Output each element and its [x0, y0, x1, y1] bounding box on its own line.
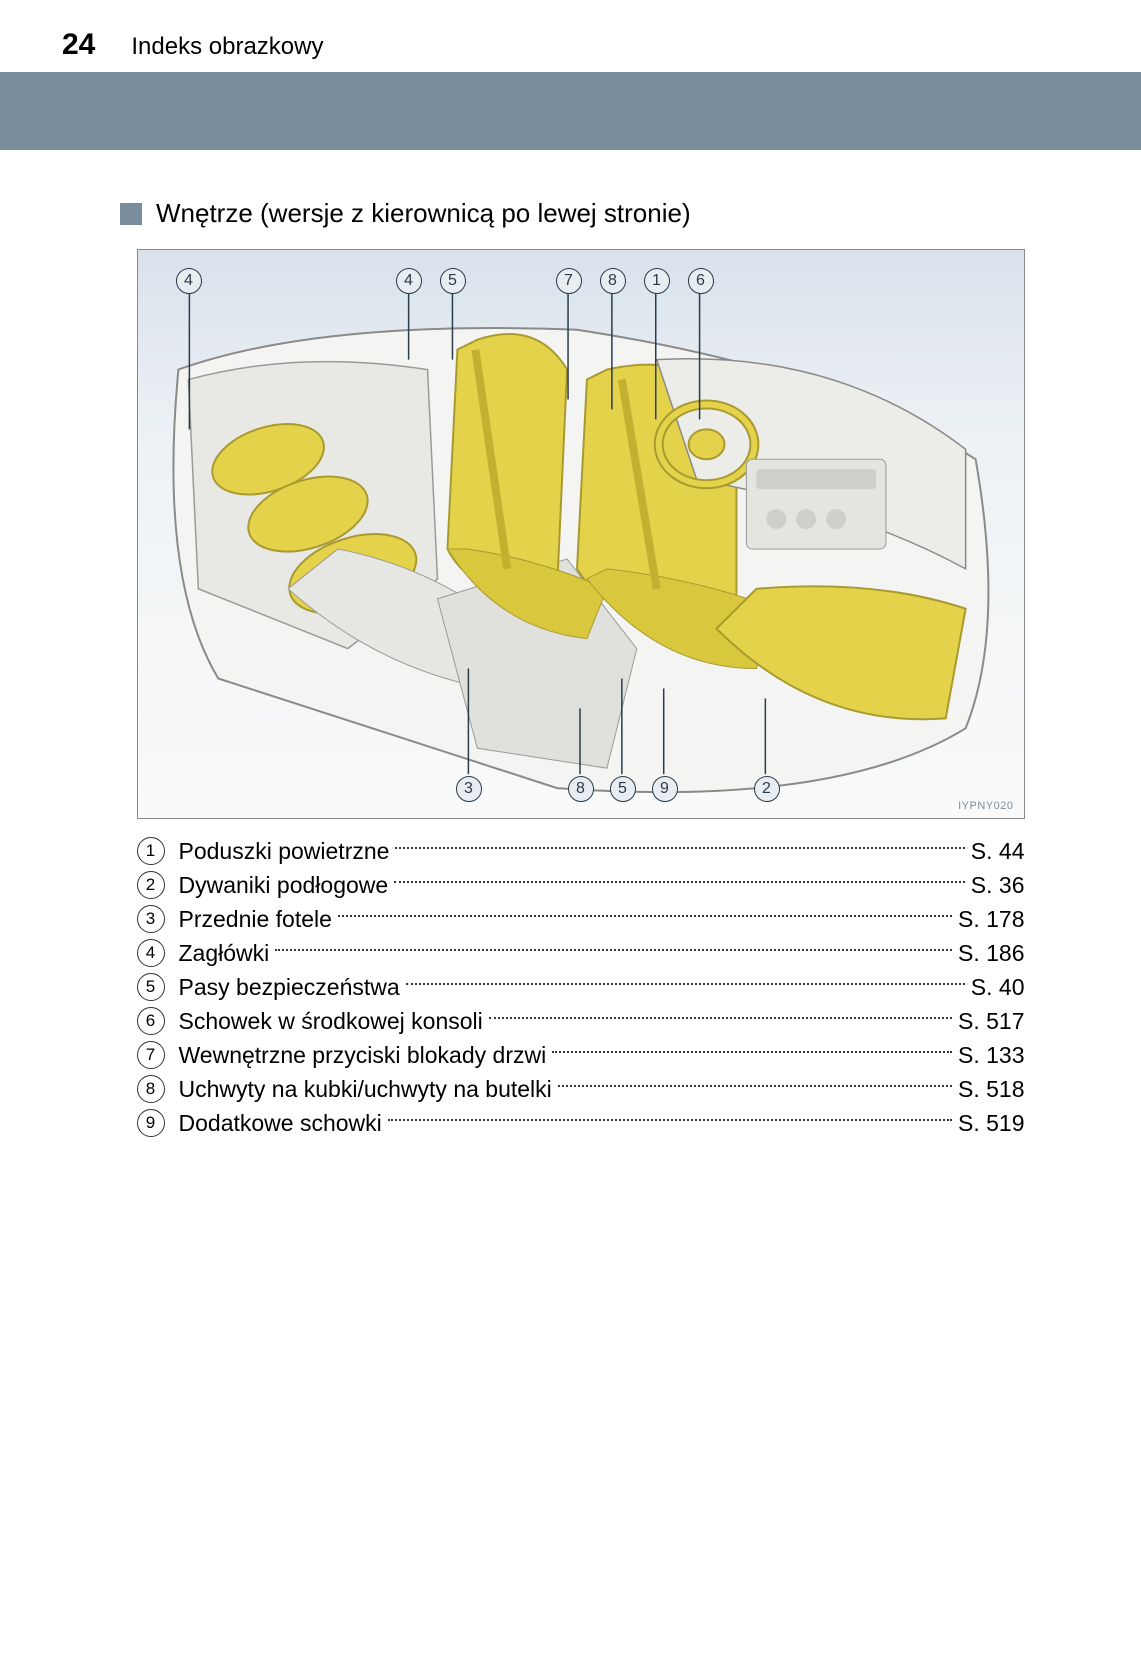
- header-label: Indeks obrazkowy: [131, 33, 323, 61]
- index-number: 8: [137, 1075, 165, 1103]
- header-band: [0, 72, 1141, 150]
- index-number: 5: [137, 973, 165, 1001]
- index-row: 6 Schowek w środkowej konsoli S. 517: [137, 1007, 1025, 1035]
- index-number: 2: [137, 871, 165, 899]
- index-row: 4 Zagłówki S. 186: [137, 939, 1025, 967]
- leader-dots: [275, 949, 952, 951]
- car-interior-svg: [138, 250, 1024, 818]
- index-label: Dywaniki podłogowe: [179, 872, 389, 899]
- callout-1: 1: [644, 268, 670, 294]
- interior-diagram: 4457816 38592 IYPNY020: [137, 249, 1025, 819]
- index-number: 4: [137, 939, 165, 967]
- index-page: S. 178: [958, 906, 1025, 933]
- section-title: Wnętrze (wersje z kierownicą po lewej st…: [156, 198, 691, 229]
- section-marker-icon: [120, 203, 142, 225]
- index-row: 5 Pasy bezpieczeństwa S. 40: [137, 973, 1025, 1001]
- leader-dots: [388, 1119, 952, 1121]
- index-number: 7: [137, 1041, 165, 1069]
- callout-8: 8: [600, 268, 626, 294]
- index-row: 3 Przednie fotele S. 178: [137, 905, 1025, 933]
- callout-7: 7: [556, 268, 582, 294]
- callout-9: 9: [652, 776, 678, 802]
- index-label: Dodatkowe schowki: [179, 1110, 382, 1137]
- callout-3: 3: [456, 776, 482, 802]
- index-number: 9: [137, 1109, 165, 1137]
- index-list: 1 Poduszki powietrzne S. 44 2 Dywaniki podło…: [137, 837, 1025, 1137]
- index-page: S. 44: [971, 838, 1025, 865]
- index-page: S. 133: [958, 1042, 1025, 1069]
- leader-dots: [406, 983, 965, 985]
- index-page: S. 36: [971, 872, 1025, 899]
- callout-6: 6: [688, 268, 714, 294]
- index-number: 6: [137, 1007, 165, 1035]
- index-number: 3: [137, 905, 165, 933]
- index-row: 8 Uchwyty na kubki/uchwyty na butelki S. 5…: [137, 1075, 1025, 1103]
- diagram-image-id: IYPNY020: [958, 800, 1013, 812]
- callout-5: 5: [610, 776, 636, 802]
- index-label: Wewnętrzne przyciski blokady drzwi: [179, 1042, 547, 1069]
- index-row: 9 Dodatkowe schowki S. 519: [137, 1109, 1025, 1137]
- leader-dots: [489, 1017, 952, 1019]
- leader-dots: [558, 1085, 952, 1087]
- leader-dots: [338, 915, 952, 917]
- index-row: 2 Dywaniki podłogowe S. 36: [137, 871, 1025, 899]
- index-page: S. 517: [958, 1008, 1025, 1035]
- leader-dots: [552, 1051, 952, 1053]
- index-label: Poduszki powietrzne: [179, 838, 390, 865]
- index-page: S. 519: [958, 1110, 1025, 1137]
- index-label: Przednie fotele: [179, 906, 332, 933]
- index-page: S. 40: [971, 974, 1025, 1001]
- index-label: Pasy bezpieczeństwa: [179, 974, 400, 1001]
- index-label: Uchwyty na kubki/uchwyty na butelki: [179, 1076, 552, 1103]
- index-page: S. 186: [958, 940, 1025, 967]
- index-row: 1 Poduszki powietrzne S. 44: [137, 837, 1025, 865]
- leader-dots: [395, 847, 964, 849]
- callout-2: 2: [754, 776, 780, 802]
- callout-8: 8: [568, 776, 594, 802]
- page-number: 24: [62, 28, 95, 62]
- callout-5: 5: [440, 268, 466, 294]
- callout-4: 4: [176, 268, 202, 294]
- index-label: Zagłówki: [179, 940, 270, 967]
- index-page: S. 518: [958, 1076, 1025, 1103]
- index-number: 1: [137, 837, 165, 865]
- leader-dots: [394, 881, 965, 883]
- index-label: Schowek w środkowej konsoli: [179, 1008, 483, 1035]
- index-row: 7 Wewnętrzne przyciski blokady drzwi S. 1…: [137, 1041, 1025, 1069]
- callout-4: 4: [396, 268, 422, 294]
